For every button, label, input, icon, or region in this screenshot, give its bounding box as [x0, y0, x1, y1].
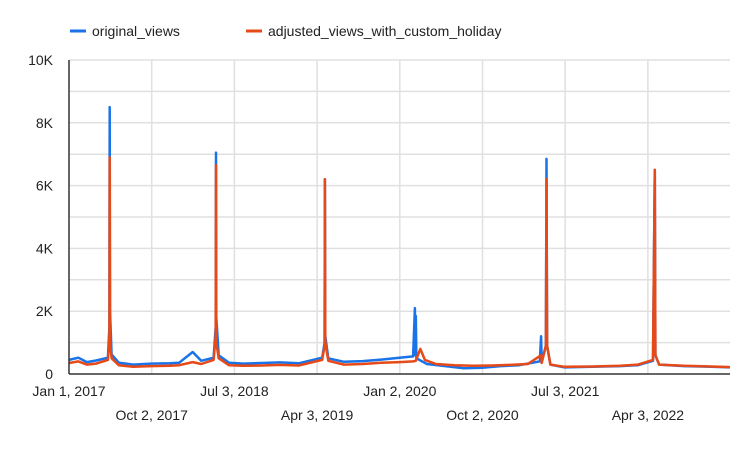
x-tick-label: Jan 2, 2020 [363, 383, 436, 399]
y-tick-label: 0 [45, 366, 53, 382]
y-tick-label: 8K [36, 115, 54, 131]
x-tick-label: Jul 3, 2021 [531, 383, 600, 399]
series-line-adjusted-views-with-custom-holiday [68, 156, 731, 369]
legend-label: adjusted_views_with_custom_holiday [268, 23, 501, 39]
axes: 0 2K 4K 6K 8K 10K Jan 1, 2017 Oct 2, 2017 Jul 3,… [28, 52, 730, 423]
x-tick-label: Jan 1, 2017 [32, 383, 105, 399]
x-tick-label: Oct 2, 2017 [116, 407, 189, 423]
y-tick-label: 2K [36, 303, 54, 319]
y-tick-label: 6K [36, 178, 54, 194]
series-lines [68, 105, 731, 370]
legend: original_views adjusted_views_with_custom… [70, 23, 501, 39]
x-tick-label: Apr 3, 2022 [612, 407, 685, 423]
x-tick-label: Oct 2, 2020 [446, 407, 519, 423]
x-tick-label: Jul 3, 2018 [200, 383, 269, 399]
y-tick-label: 4K [36, 240, 54, 256]
y-tick-label: 10K [28, 52, 54, 68]
x-tick-label: Apr 3, 2019 [281, 407, 354, 423]
gridlines [69, 59, 730, 374]
legend-label: original_views [92, 23, 180, 39]
